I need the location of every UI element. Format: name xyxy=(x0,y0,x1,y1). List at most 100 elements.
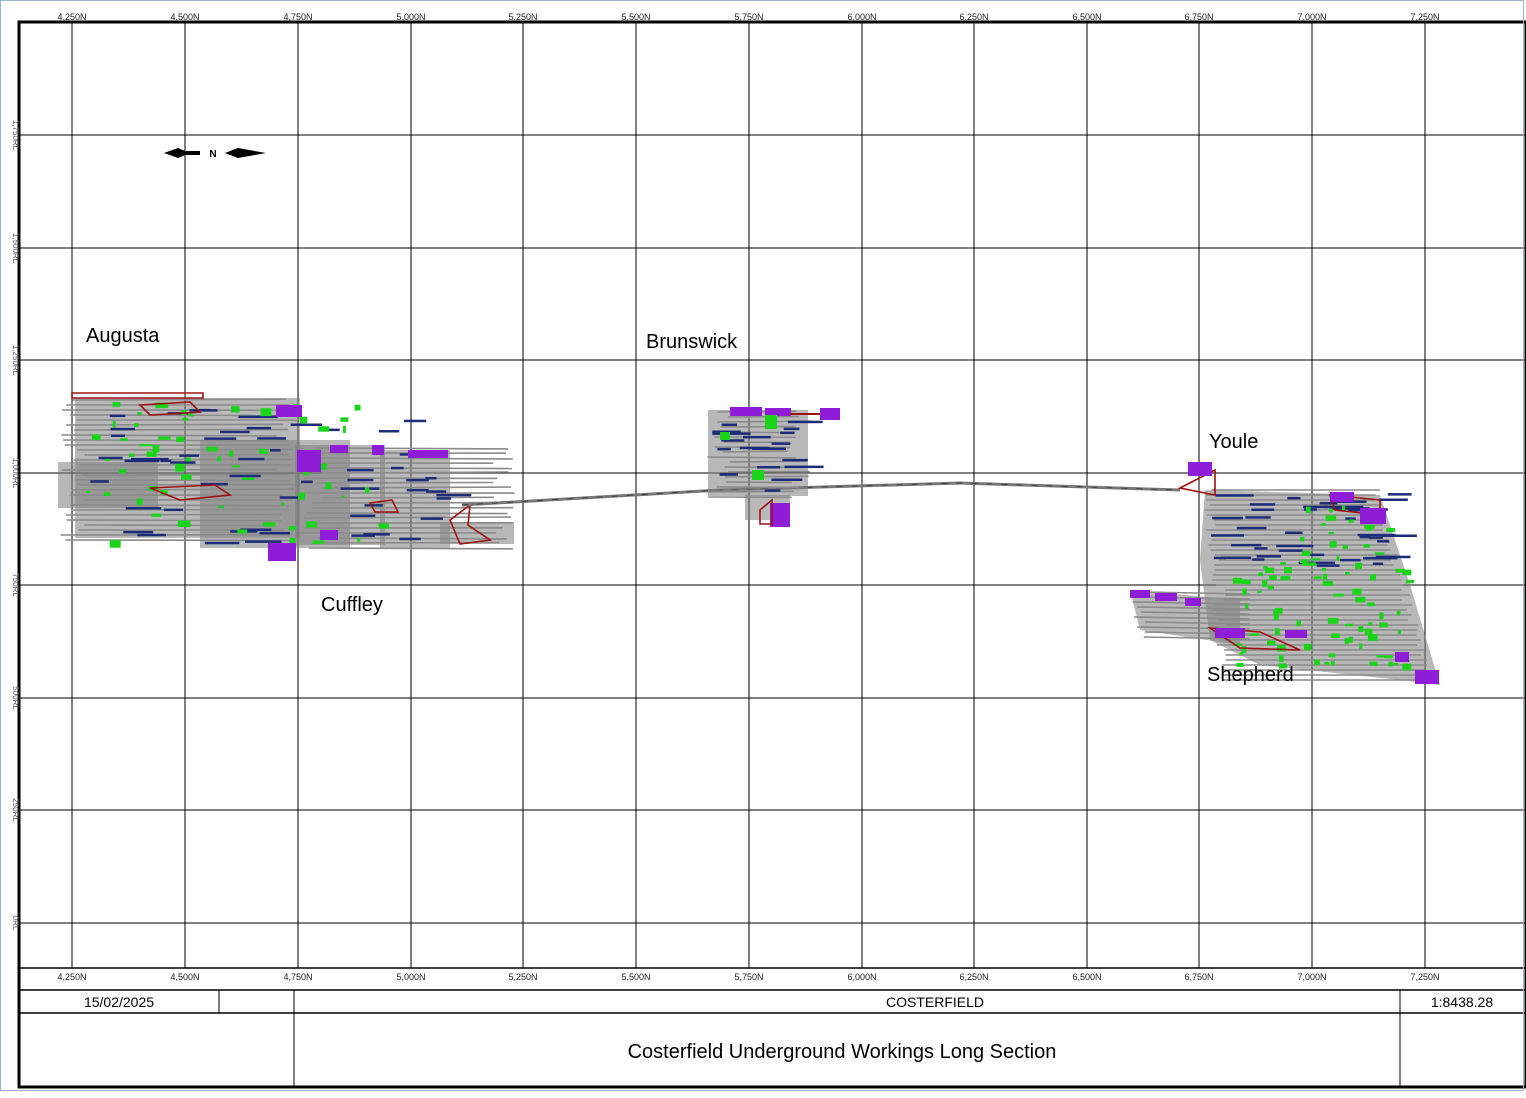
level-working xyxy=(772,479,803,482)
level-working xyxy=(239,416,278,419)
level-drive xyxy=(74,429,288,430)
shepherd-stope-4 xyxy=(1215,628,1245,638)
ore-block xyxy=(1324,662,1329,665)
northing-label-top: 5,000N xyxy=(396,12,425,22)
level-working xyxy=(1317,564,1340,567)
level-working xyxy=(772,442,791,445)
ore-block xyxy=(1343,545,1349,549)
ore-block xyxy=(182,418,188,421)
level-working xyxy=(1388,493,1412,496)
ore-block xyxy=(1269,575,1277,580)
ore-block xyxy=(340,417,348,422)
ore-block xyxy=(1280,576,1290,580)
area-label-shepherd: Shepherd xyxy=(1207,664,1294,686)
ore-block xyxy=(1345,624,1353,627)
ore-block xyxy=(1367,602,1374,606)
level-working xyxy=(1216,494,1254,497)
area-label-brunswick: Brunswick xyxy=(646,331,738,353)
level-drive xyxy=(317,483,494,484)
ore-block xyxy=(1241,580,1251,585)
ore-block xyxy=(1368,622,1372,625)
ore-block xyxy=(229,451,233,457)
ore-block xyxy=(259,451,268,454)
northing-label-top: 4,250N xyxy=(57,12,86,22)
northing-label-bottom: 4,500N xyxy=(170,972,199,982)
youle-shepherd-workings xyxy=(1130,462,1440,685)
ore-block xyxy=(1307,562,1317,566)
level-working xyxy=(204,437,236,440)
level-drive xyxy=(62,470,277,471)
level-working xyxy=(720,473,738,476)
elevation-label: 1,750RL xyxy=(11,120,20,151)
level-drive xyxy=(76,484,296,485)
ore-block xyxy=(1379,623,1388,628)
ore-block xyxy=(1300,537,1304,542)
ore-block xyxy=(1402,664,1411,671)
ore-block xyxy=(1258,573,1263,577)
level-working xyxy=(1379,499,1408,502)
level-working xyxy=(379,430,399,433)
ore-block xyxy=(1396,569,1405,573)
ore-block xyxy=(1279,655,1284,662)
level-working xyxy=(784,428,800,431)
ore-block xyxy=(1277,645,1286,652)
ore-block xyxy=(1321,523,1326,526)
northing-label-top: 6,000N xyxy=(847,12,876,22)
brunswick-ore-2 xyxy=(752,470,764,480)
brunswick-stope-3 xyxy=(820,408,840,420)
level-working xyxy=(1257,555,1281,558)
ore-block xyxy=(318,426,329,431)
ore-block xyxy=(1241,646,1246,653)
shepherd-stope-3 xyxy=(1185,598,1201,606)
northing-label-bottom: 7,000N xyxy=(1297,972,1326,982)
ore-block xyxy=(137,498,143,505)
level-working xyxy=(1279,549,1303,552)
cuffley-stope-1 xyxy=(268,543,296,561)
elevation-label: 1,500RL xyxy=(11,233,20,264)
ore-block xyxy=(261,408,272,416)
level-working xyxy=(220,431,250,434)
level-working xyxy=(765,489,781,492)
ore-block xyxy=(1268,586,1274,590)
northing-label-top: 4,750N xyxy=(283,12,312,22)
ore-block xyxy=(1329,532,1334,534)
ore-block xyxy=(1355,563,1362,569)
level-working xyxy=(350,515,375,518)
level-drive xyxy=(707,491,793,492)
elevation-label: 750RL xyxy=(11,573,20,597)
ore-block xyxy=(134,423,139,427)
level-working xyxy=(391,467,404,470)
ore-block xyxy=(1242,589,1246,595)
level-working xyxy=(1250,503,1275,506)
northing-label-bottom: 5,750N xyxy=(734,972,763,982)
ore-block xyxy=(379,523,390,528)
ore-block xyxy=(1406,580,1414,583)
area-label-youle: Youle xyxy=(1209,431,1258,453)
level-working xyxy=(1373,563,1383,566)
level-working xyxy=(260,532,290,535)
shepherd-stope-6 xyxy=(1395,652,1409,662)
level-drive xyxy=(67,520,281,521)
level-drive xyxy=(66,514,282,515)
level-working xyxy=(247,427,272,430)
northing-label-top: 6,750N xyxy=(1184,12,1213,22)
elevation-label: 1,000RL xyxy=(11,458,20,489)
ore-block xyxy=(237,529,247,533)
level-working xyxy=(1377,540,1389,543)
level-working xyxy=(111,435,125,438)
northing-label-bottom: 7,250N xyxy=(1410,972,1439,982)
ore-block xyxy=(242,478,254,481)
level-working xyxy=(110,415,126,418)
ore-block xyxy=(1280,562,1286,565)
level-working xyxy=(785,466,824,469)
northing-label-bottom: 6,000N xyxy=(847,972,876,982)
ore-block xyxy=(1302,559,1308,566)
cuffley-stope-3 xyxy=(408,450,448,458)
level-working xyxy=(404,420,426,423)
ore-block xyxy=(1314,660,1320,666)
title-block-scale: 1:8438.28 xyxy=(1431,994,1493,1010)
ore-block xyxy=(1359,643,1362,649)
ore-block xyxy=(105,459,111,461)
level-working xyxy=(199,409,211,412)
ore-block xyxy=(289,526,296,530)
